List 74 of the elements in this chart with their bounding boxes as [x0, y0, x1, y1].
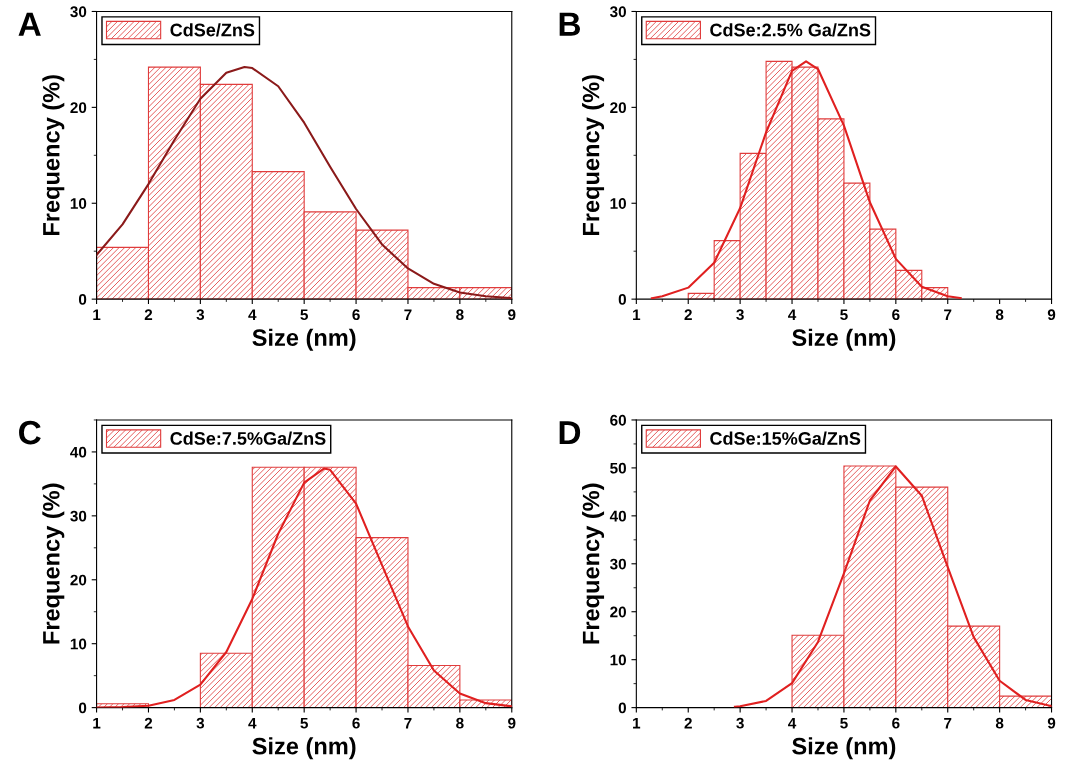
legend-label: CdSe:15%Ga/ZnS [710, 431, 861, 446]
x-tick-label: 4 [788, 717, 797, 729]
x-tick-label: 3 [736, 717, 744, 729]
y-tick-label: 40 [609, 510, 626, 522]
x-tick-label: 2 [684, 309, 692, 320]
y-axis-title: Frequency (%) [582, 75, 605, 236]
y-axis-title: Frequency (%) [582, 483, 605, 644]
chart-title: D [559, 421, 581, 445]
x-tick-label: 4 [788, 309, 797, 320]
line-series [733, 465, 1052, 708]
x-axis-title: Size (nm) [252, 328, 356, 351]
x-axis-title: Size (nm) [792, 737, 896, 760]
chart-title: B [559, 12, 580, 36]
x-tick-label: 9 [508, 717, 516, 729]
x-tick-label: 8 [456, 309, 464, 321]
x-tick-label: 5 [300, 717, 308, 729]
y-tick-label: 30 [609, 558, 626, 570]
x-tick-label: 9 [1047, 309, 1056, 321]
legend-label: CdSe/ZnS [170, 23, 255, 37]
chart-title: C [19, 420, 41, 445]
chart-title: A [18, 12, 41, 36]
x-axis-title: Size (nm) [792, 328, 896, 351]
y-axis-title: Frequency (%) [42, 483, 65, 644]
x-tick-label: 9 [508, 309, 516, 321]
y-axis-title: Frequency (%) [42, 75, 65, 236]
x-tick-label: 6 [892, 309, 900, 321]
y-tick-label: 20 [610, 606, 626, 618]
x-tick-label: 7 [404, 717, 412, 729]
x-tick-label: 2 [144, 309, 153, 320]
y-tick-label: 10 [610, 654, 626, 666]
x-tick-label: 1 [93, 717, 101, 729]
x-tick-label: 8 [456, 717, 464, 729]
x-tick-label: 8 [995, 309, 1004, 321]
x-tick-label: 5 [300, 309, 308, 321]
x-axis-title: Size (nm) [252, 737, 356, 760]
y-tick-label: 20 [70, 102, 87, 114]
x-tick-label: 3 [736, 309, 744, 321]
y-tick-label: 30 [70, 6, 87, 18]
x-tick-label: 8 [995, 717, 1004, 729]
x-tick-label: 3 [196, 717, 205, 729]
x-tick-label: 5 [840, 717, 848, 729]
x-tick-label: 4 [248, 309, 257, 320]
x-tick-label: 6 [892, 717, 900, 729]
x-tick-label: 2 [144, 717, 153, 729]
x-tick-label: 5 [840, 309, 848, 321]
y-tick-label: 40 [70, 446, 87, 458]
x-tick-label: 3 [196, 309, 205, 321]
x-tick-label: 7 [944, 717, 952, 729]
y-tick-label: 0 [78, 702, 87, 714]
y-tick-label: 60 [610, 414, 626, 426]
y-tick-label: 30 [70, 510, 87, 522]
x-tick-label: 2 [684, 717, 692, 729]
y-tick-label: 0 [618, 294, 626, 305]
x-tick-label: 7 [944, 309, 952, 320]
y-tick-label: 0 [618, 702, 626, 714]
x-tick-label: 6 [352, 717, 360, 729]
x-tick-label: 6 [352, 309, 360, 321]
x-tick-label: 7 [404, 309, 412, 320]
y-tick-label: 10 [70, 638, 87, 650]
y-tick-label: 20 [70, 574, 87, 586]
legend-label: CdSe:7.5%Ga/ZnS [170, 431, 326, 446]
y-tick-label: 20 [610, 102, 626, 114]
legend-label: CdSe:2.5% Ga/ZnS [710, 23, 871, 37]
y-tick-label: 50 [610, 462, 626, 474]
x-tick-label: 4 [248, 717, 257, 729]
y-tick-label: 10 [610, 198, 626, 209]
x-tick-label: 1 [93, 309, 101, 320]
x-tick-label: 1 [633, 717, 641, 729]
y-tick-label: 30 [609, 6, 626, 18]
line-series [650, 60, 962, 300]
y-tick-label: 10 [70, 198, 87, 209]
x-tick-label: 1 [633, 309, 641, 320]
x-tick-label: 9 [1047, 717, 1056, 729]
y-tick-label: 0 [78, 294, 87, 305]
